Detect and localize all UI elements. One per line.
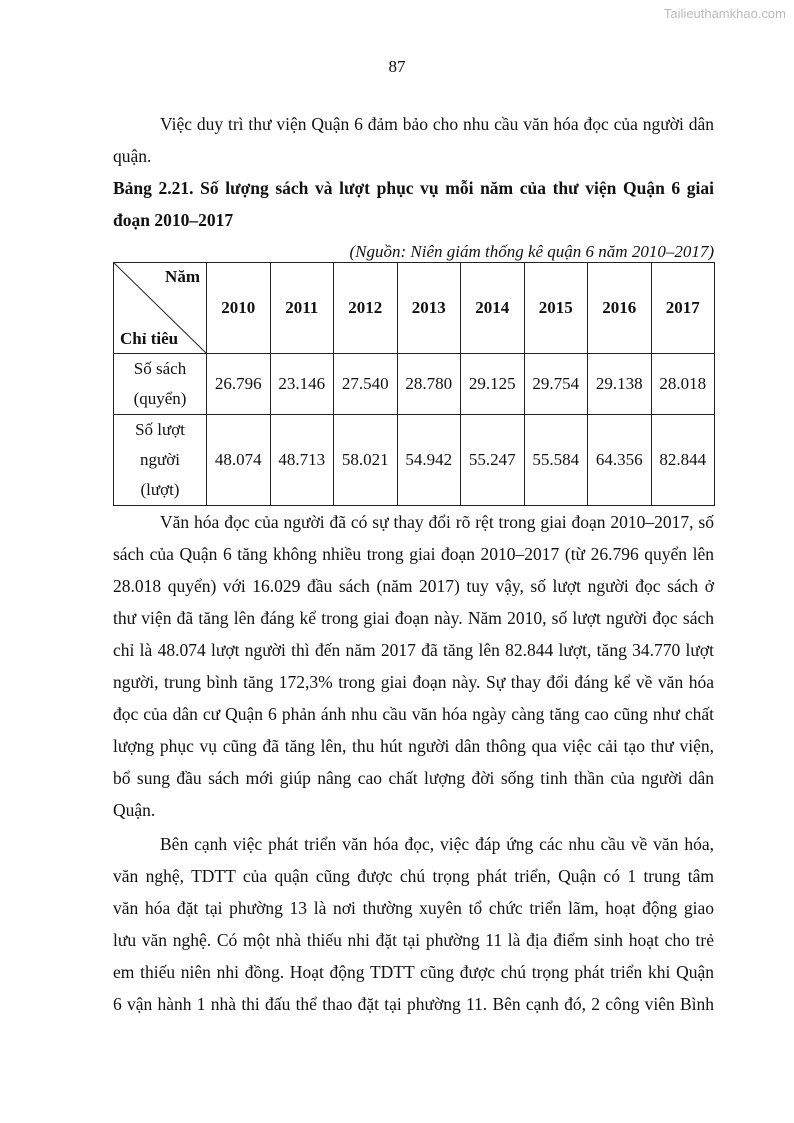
year-header: 2017: [650, 262, 715, 354]
text-line: đọc của dân cư Quận 6 phản ánh nhu cầu v…: [113, 704, 714, 724]
table-caption: đoạn 2010–2017: [113, 210, 234, 230]
row-label: Số sách (quyển): [113, 353, 207, 415]
text-line: Bên cạnh việc phát triển văn hóa đọc, vi…: [160, 834, 714, 854]
text-line: sách của Quận 6 tăng không nhiều trong g…: [113, 544, 714, 564]
table-cell: 27.540: [333, 353, 398, 415]
table-cell: 55.584: [523, 414, 588, 506]
row-label-line: Số sách: [133, 359, 187, 378]
table-cell: 55.247: [460, 414, 525, 506]
text-line: em thiếu niên nhi đồng. Hoạt động TDTT c…: [113, 962, 714, 982]
data-table: Năm Chỉ tiêu 2010 2011 2012 2013 2014 20…: [113, 262, 715, 506]
text-line: lượng phục vụ cũng đã tăng lên, thu hút …: [113, 736, 714, 756]
table-row: Số sách (quyển) 26.796 23.146 27.540 28.7…: [113, 353, 715, 415]
year-header: 2013: [396, 262, 461, 354]
table-cell: 26.796: [206, 353, 271, 415]
paragraph-culture-sports: Bên cạnh việc phát triển văn hóa đọc, vi…: [113, 828, 714, 1020]
year-header: 2012: [333, 262, 398, 354]
year-header: 2010: [206, 262, 271, 354]
text-line: 28.018 quyển) với 16.029 đầu sách (năm 2…: [113, 576, 714, 596]
corner-top-label: Năm: [165, 267, 200, 286]
text-line: bổ sung đầu sách mới giúp nâng cao chất …: [113, 768, 714, 788]
text-line: người, trung bình tăng 172,3% trong giai…: [113, 672, 714, 692]
text-line: 6 vận hành 1 nhà thi đấu thể thao đặt tạ…: [113, 994, 714, 1014]
intro-paragraph: Việc duy trì thư viện Quận 6 đảm bảo cho…: [113, 108, 714, 268]
table-cell: 29.125: [460, 353, 525, 415]
text-line: thư viện đã tăng lên đáng kể trong giai …: [113, 608, 714, 628]
table-cell: 48.074: [206, 414, 271, 506]
table-row: Số lượt người (lượt) 48.074 48.713 58.021 …: [113, 414, 715, 506]
table-header-row: Năm Chỉ tiêu 2010 2011 2012 2013 2014 20…: [113, 262, 715, 354]
text-line: văn hóa đặt tại phường 13 là nơi thường …: [113, 898, 714, 918]
year-header: 2011: [269, 262, 334, 354]
row-label-line: người: [140, 450, 180, 469]
table-cell: 28.780: [396, 353, 461, 415]
text-line: văn nghệ, TDTT của quận cũng được chú tr…: [113, 866, 714, 886]
table-cell: 23.146: [269, 353, 334, 415]
text-line: lưu văn nghệ. Có một nhà thiếu nhi đặt t…: [113, 930, 714, 950]
table-cell: 29.754: [523, 353, 588, 415]
row-label: Số lượt người (lượt): [113, 414, 207, 506]
corner-cell: Năm Chỉ tiêu: [113, 262, 207, 354]
text-line: Việc duy trì thư viện Quận 6 đảm bảo cho…: [160, 114, 714, 134]
table-caption: Bảng 2.21. Số lượng sách và lượt phục vụ…: [113, 178, 714, 198]
table-cell: 48.713: [269, 414, 334, 506]
table-cell: 29.138: [587, 353, 652, 415]
corner-bottom-label: Chỉ tiêu: [120, 329, 179, 348]
table-cell: 58.021: [333, 414, 398, 506]
text-line: Quận.: [113, 800, 156, 820]
paragraph-reading-culture: Văn hóa đọc của người đã có sự thay đổi …: [113, 506, 714, 826]
text-line: Văn hóa đọc của người đã có sự thay đổi …: [160, 512, 714, 532]
table-cell: 64.356: [587, 414, 652, 506]
diagonal-line: [114, 263, 206, 353]
year-header: 2014: [460, 262, 525, 354]
text-line: chỉ là 48.074 lượt người thì đến năm 201…: [113, 640, 714, 660]
table-cell: 54.942: [396, 414, 461, 506]
page-number: 87: [388, 57, 406, 76]
table-cell: 82.844: [650, 414, 715, 506]
year-header: 2015: [523, 262, 588, 354]
row-label-line: (lượt): [140, 480, 180, 499]
text-line: quận.: [113, 146, 152, 166]
row-label-line: (quyển): [133, 389, 187, 408]
table-cell: 28.018: [650, 353, 715, 415]
row-label-line: Số lượt: [135, 420, 185, 439]
year-header: 2016: [587, 262, 652, 354]
watermark: Tailieuthamkhao.com: [663, 6, 786, 21]
table-source: (Nguồn: Niên giám thống kê quận 6 năm 20…: [349, 242, 714, 261]
